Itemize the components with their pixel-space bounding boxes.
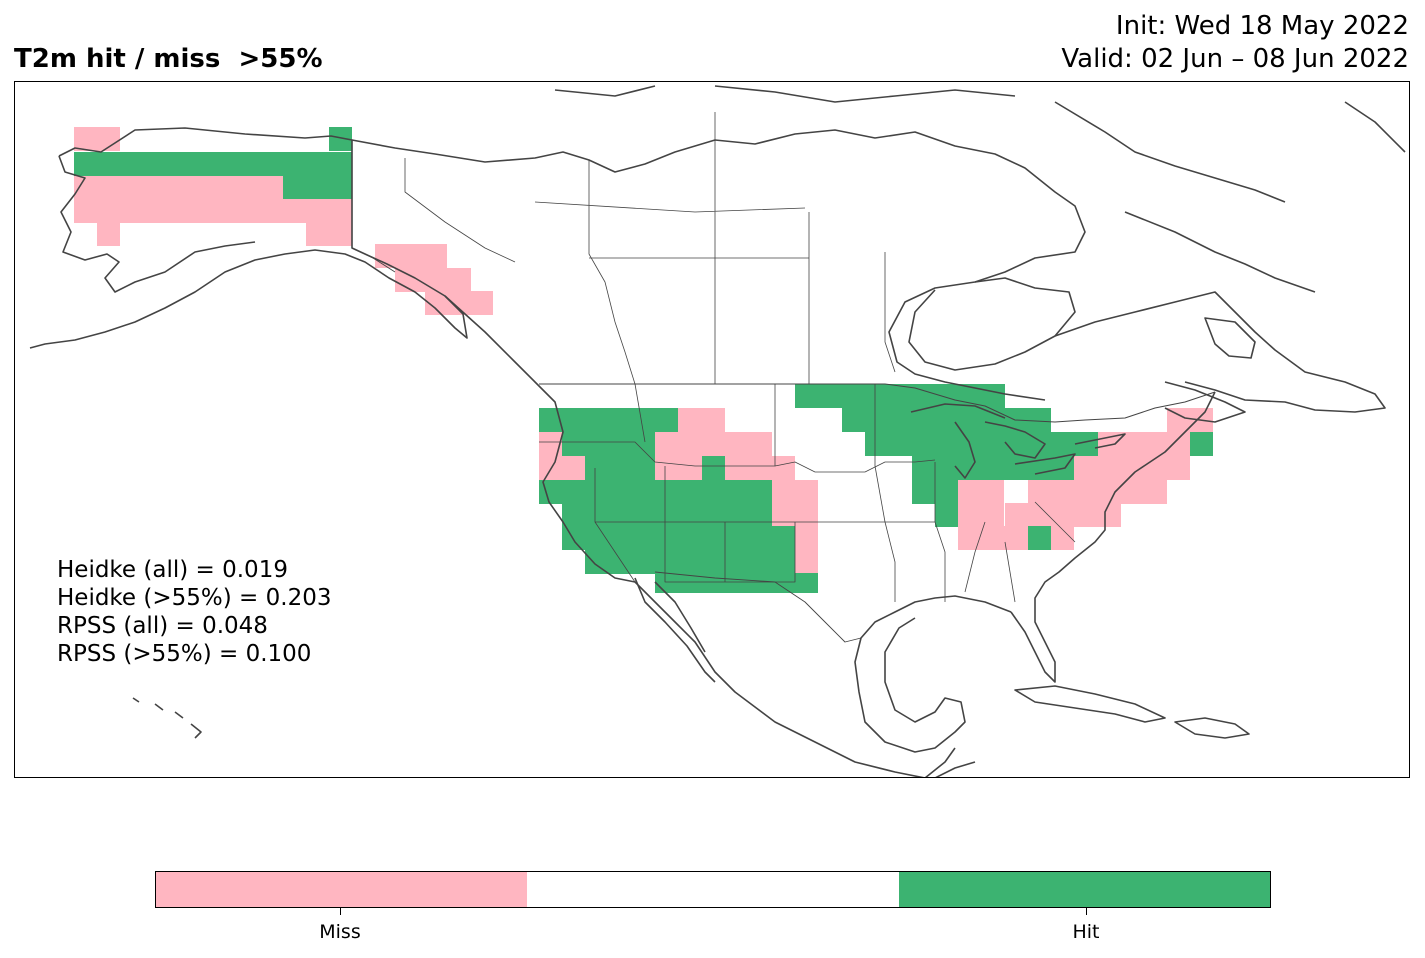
central-america xyxy=(924,747,976,777)
grid-cell xyxy=(655,573,818,593)
grid-cell xyxy=(539,408,632,432)
valid-dates: Valid: 02 Jun – 08 Jun 2022 xyxy=(1061,44,1409,74)
rpss-55: RPSS (>55%) = 0.100 xyxy=(57,641,312,667)
grid-cell xyxy=(842,408,1028,432)
skill-scores: Heidke (all) = 0.019 Heidke (>55%) = 0.2… xyxy=(57,556,331,668)
grid-cell xyxy=(655,432,702,456)
heidke-55: Heidke (>55%) = 0.203 xyxy=(57,585,332,611)
grid-cell xyxy=(865,432,1028,456)
grid-cell xyxy=(1075,432,1098,456)
map-canvas xyxy=(29,85,1406,777)
grid-cell xyxy=(425,291,493,315)
map-title: T2m hit / miss >55% xyxy=(14,44,323,74)
grid-cell xyxy=(795,384,841,408)
grid-cell xyxy=(958,526,1028,550)
arctic-islands xyxy=(554,85,1406,293)
grid-cell xyxy=(702,432,772,456)
cuba xyxy=(1014,685,1166,723)
province-lines xyxy=(404,112,896,385)
grid-cell xyxy=(539,480,772,504)
grid-cell xyxy=(678,408,725,432)
grid-cell xyxy=(74,199,352,223)
grid-cell xyxy=(562,503,772,527)
us-canada-border xyxy=(539,383,1216,423)
pacific-coast xyxy=(444,295,925,777)
grid-cell xyxy=(97,222,120,246)
gulf-coast xyxy=(854,595,1012,753)
grid-cell xyxy=(562,432,655,456)
grid-cell xyxy=(585,456,655,480)
grid-cell xyxy=(329,127,352,151)
grid-cell xyxy=(1051,526,1074,550)
grid-cell xyxy=(795,550,818,574)
hawaii xyxy=(132,697,202,739)
grid-cell xyxy=(958,503,1004,527)
grid-cell xyxy=(74,152,352,176)
colorbar xyxy=(155,871,1271,908)
grid-cell xyxy=(935,503,958,527)
grid-cell xyxy=(1098,432,1144,456)
rpss-all: RPSS (all) = 0.048 xyxy=(57,613,268,639)
state-lines xyxy=(539,383,1076,603)
grid-cell xyxy=(795,526,818,550)
grid-cell xyxy=(1028,408,1051,432)
label-hit: Hit xyxy=(1072,921,1100,943)
labrador-quebec xyxy=(1054,291,1386,413)
grid-cell xyxy=(74,127,120,151)
grid-cell xyxy=(375,244,447,268)
grid-cell xyxy=(1167,408,1190,432)
canada-arctic-coast xyxy=(351,129,1086,401)
grid-cell xyxy=(958,480,1004,504)
mexico-border xyxy=(654,571,862,643)
alaska-west-coast xyxy=(58,155,256,293)
grid-cell xyxy=(1190,432,1213,456)
hudson-bay xyxy=(908,277,1076,371)
grid-cell xyxy=(562,526,795,550)
date-info: Init: Wed 18 May 2022 Valid: 02 Jun – 08… xyxy=(1061,10,1409,76)
grid-cell xyxy=(74,176,284,200)
newfoundland xyxy=(1204,317,1256,359)
baja-california xyxy=(634,577,716,683)
hispaniola xyxy=(1174,717,1250,739)
great-lakes xyxy=(910,403,1126,479)
nova-scotia xyxy=(1164,381,1246,423)
colorbar-hit xyxy=(898,872,1270,907)
grid-cell xyxy=(702,456,725,480)
grid-cell xyxy=(585,550,795,574)
grid-cell xyxy=(1028,526,1051,550)
grid-cell xyxy=(1098,503,1121,527)
grid-cell xyxy=(632,408,678,432)
grid-cell xyxy=(1005,432,1075,456)
tick-miss xyxy=(340,908,341,915)
grid-cell xyxy=(1028,480,1144,504)
grid-cell xyxy=(283,176,352,200)
grid-cell xyxy=(1144,480,1167,504)
grid-cell xyxy=(772,480,818,504)
grid-cell xyxy=(725,456,795,480)
east-coast xyxy=(1010,391,1216,683)
grid-cell xyxy=(306,222,352,246)
grid-cell xyxy=(1074,456,1190,480)
map-panel xyxy=(14,81,1410,778)
colorbar-miss xyxy=(156,872,528,907)
alaska-canada-border xyxy=(351,140,396,273)
alaska-coast xyxy=(29,127,468,349)
grid-cells xyxy=(74,127,1213,593)
colorbar-neutral xyxy=(527,872,899,907)
grid-cell xyxy=(1005,503,1098,527)
heidke-all: Heidke (all) = 0.019 xyxy=(57,557,288,583)
grid-cell xyxy=(1144,432,1190,456)
label-miss: Miss xyxy=(319,921,361,943)
tick-hit xyxy=(1086,908,1087,915)
boundary-lines xyxy=(29,85,1406,777)
grid-cell xyxy=(539,432,562,456)
grid-cell xyxy=(655,456,702,480)
init-date: Init: Wed 18 May 2022 xyxy=(1115,11,1409,41)
